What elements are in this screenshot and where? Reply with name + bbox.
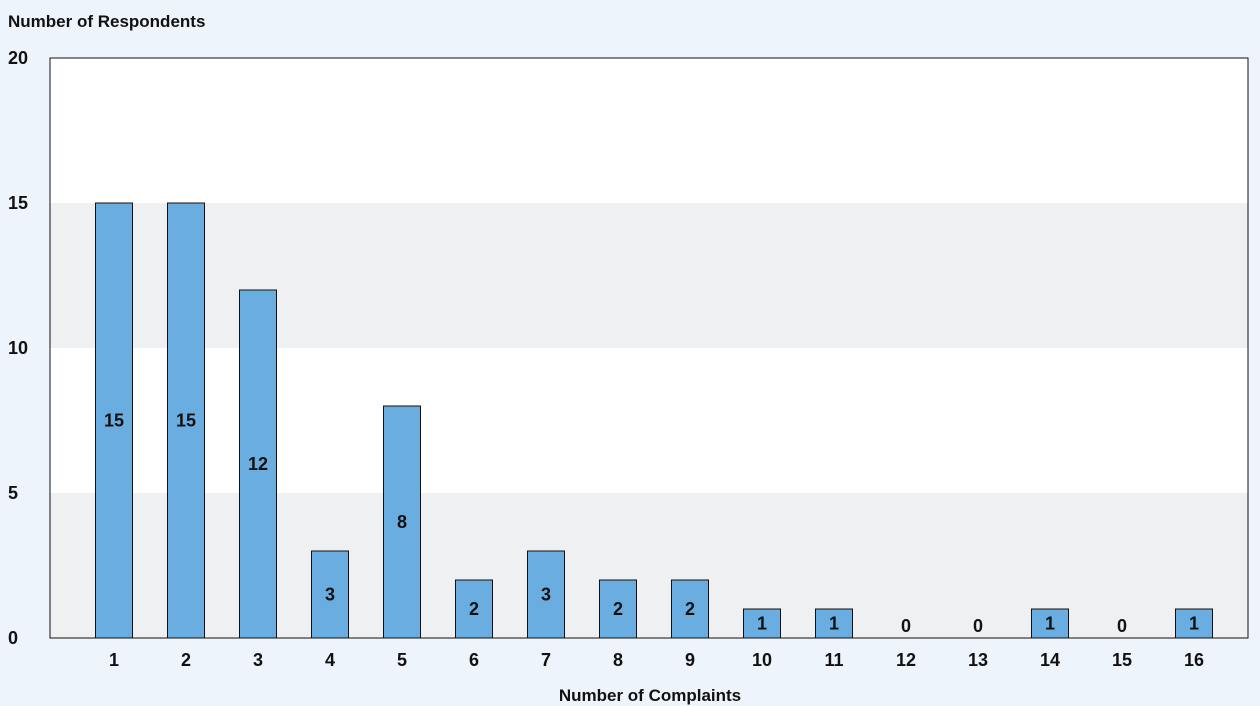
x-tick-label: 6 [469, 650, 479, 670]
x-axis-title: Number of Complaints [559, 686, 741, 705]
bar [455, 579, 493, 639]
y-axis-title: Number of Respondents [8, 12, 205, 31]
x-tick-label: 3 [253, 650, 263, 670]
x-tick-label: 4 [325, 650, 335, 670]
x-tick-label: 13 [968, 650, 988, 670]
bar [527, 550, 565, 639]
bar-data-label: 1 [829, 614, 839, 634]
bar [599, 579, 637, 639]
bar-data-label: 8 [397, 512, 407, 532]
x-tick-label: 8 [613, 650, 623, 670]
x-tick-label: 15 [1112, 650, 1132, 670]
x-tick-label: 9 [685, 650, 695, 670]
bar-data-label: 0 [901, 616, 911, 636]
x-tick-label: 5 [397, 650, 407, 670]
x-tick-label: 2 [181, 650, 191, 670]
grid-band [50, 203, 1248, 348]
bar [743, 608, 781, 639]
bar-data-label: 12 [248, 454, 268, 474]
x-tick-label: 12 [896, 650, 916, 670]
x-tick-label: 10 [752, 650, 772, 670]
y-tick-label: 0 [8, 628, 18, 648]
bar [167, 202, 205, 639]
bar-data-label: 1 [1045, 614, 1055, 634]
plot-frame [49, 57, 1249, 639]
x-tick-label: 1 [109, 650, 119, 670]
x-tick-label: 16 [1184, 650, 1204, 670]
bar-data-label: 2 [469, 599, 479, 619]
y-tick-label: 5 [8, 483, 18, 503]
bar-data-label: 15 [104, 411, 124, 431]
x-tick-label: 14 [1040, 650, 1060, 670]
bar [311, 550, 349, 639]
y-tick-label: 10 [8, 338, 28, 358]
y-tick-label: 20 [8, 48, 28, 68]
bar [1175, 608, 1213, 639]
x-tick-label: 7 [541, 650, 551, 670]
bar-data-label: 15 [176, 411, 196, 431]
bar [383, 405, 421, 639]
bar-data-label: 3 [325, 585, 335, 605]
bar [239, 289, 277, 639]
y-tick-label: 15 [8, 193, 28, 213]
bar-data-label: 1 [757, 614, 767, 634]
x-tick-label: 11 [824, 650, 843, 670]
bar-data-label: 2 [685, 599, 695, 619]
bar-data-label: 1 [1189, 614, 1199, 634]
bar-data-label: 0 [973, 616, 983, 636]
bar-data-label: 0 [1117, 616, 1127, 636]
bar [1031, 608, 1069, 639]
bar-data-label: 2 [613, 599, 623, 619]
plot-area: 0510152015115212334852637282911011101201… [8, 48, 1249, 670]
bar-data-label: 3 [541, 585, 551, 605]
